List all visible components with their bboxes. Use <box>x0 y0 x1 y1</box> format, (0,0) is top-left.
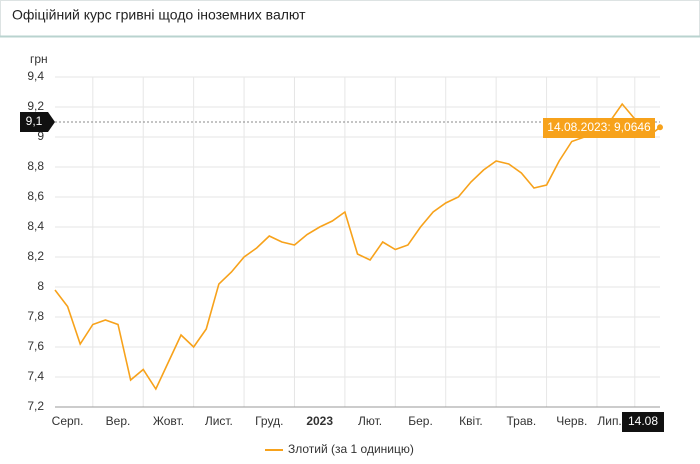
crosshair-box <box>20 112 55 132</box>
x-tick-label: Лют. <box>358 414 382 428</box>
x-tick-label: Вер. <box>106 414 131 428</box>
legend-label: Злотий (за 1 одиницю) <box>288 442 414 456</box>
y-tick-label: 8,2 <box>27 249 44 263</box>
y-tick-label: 7,4 <box>27 369 44 383</box>
x-date-label: 14.08 <box>628 414 658 428</box>
x-tick-label: Трав. <box>506 414 536 428</box>
y-tick-label: 8,8 <box>27 159 44 173</box>
x-tick-label: Груд. <box>255 414 283 428</box>
y-tick-label: 8 <box>37 279 44 293</box>
chart-title: Офіційний курс гривні щодо іноземних вал… <box>12 7 306 23</box>
y-tick-label: 7,8 <box>27 309 44 323</box>
header <box>0 0 700 37</box>
x-tick-label: Лист. <box>205 414 233 428</box>
crosshair-label: 9,1 <box>26 114 43 128</box>
x-tick-label: Жовт. <box>153 414 184 428</box>
y-tick-label: 9,2 <box>27 99 44 113</box>
x-tick-label: Черв. <box>556 414 587 428</box>
y-axis-label: грн <box>30 52 48 66</box>
x-tick-label: 2023 <box>306 414 333 428</box>
x-tick-label: Лип. <box>597 414 621 428</box>
x-tick-label: Квіт. <box>459 414 483 428</box>
y-tick-label: 8,6 <box>27 189 44 203</box>
tooltip-box <box>543 118 655 138</box>
hover-point <box>657 124 663 131</box>
tooltip-text: 14.08.2023: 9,0646 <box>547 120 651 134</box>
x-date-box <box>622 412 664 432</box>
line-series <box>54 102 661 391</box>
x-tick-label: Серп. <box>52 414 84 428</box>
x-tick-label: Бер. <box>408 414 433 428</box>
y-tick-label: 9,4 <box>27 69 44 83</box>
y-tick-label: 9 <box>37 129 44 143</box>
y-tick-label: 7,2 <box>27 399 44 413</box>
y-tick-label: 8,4 <box>27 219 44 233</box>
y-tick-label: 7,6 <box>27 339 44 353</box>
